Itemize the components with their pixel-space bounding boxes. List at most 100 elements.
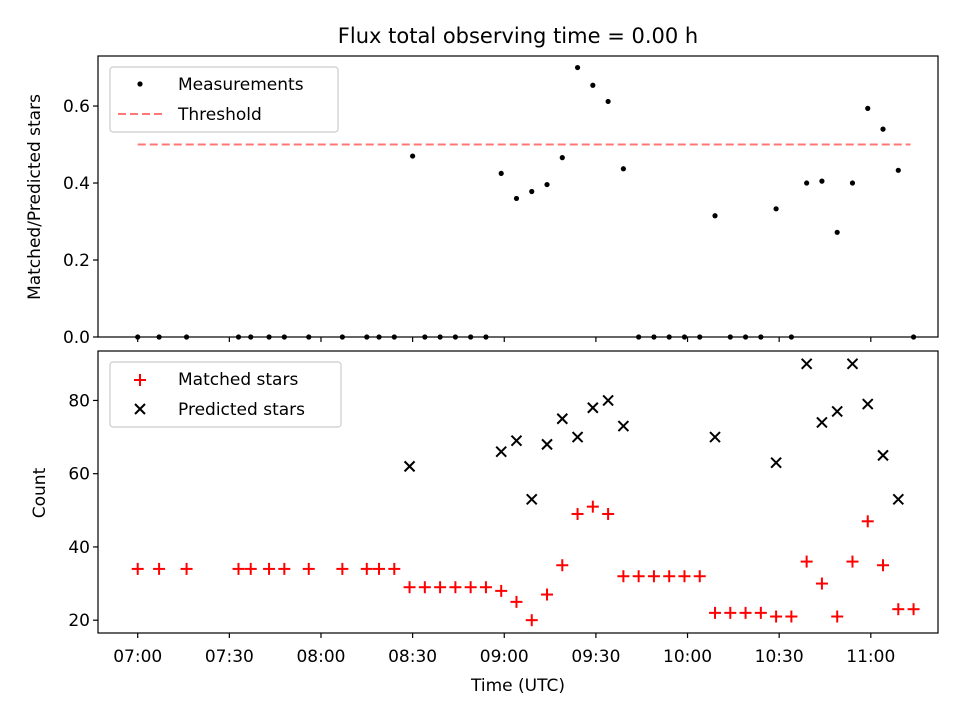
matched-star-point	[754, 606, 767, 619]
legend-threshold-label: Threshold	[177, 105, 262, 125]
predicted-star-point	[800, 358, 813, 370]
x-tick-label: 07:00	[113, 647, 162, 667]
predicted-star-point	[556, 413, 568, 425]
top-y-axis: 0.0 0.2 0.4 0.6	[63, 97, 98, 348]
x-tick-label: 08:00	[296, 647, 345, 667]
matched-star-point	[663, 570, 676, 583]
matched-star-point	[800, 555, 813, 568]
measurement-point	[513, 195, 520, 202]
matched-star-point	[263, 562, 276, 575]
y-tick-label: 40	[68, 538, 90, 558]
y-tick-label: 20	[68, 611, 90, 631]
predicted-star-point	[831, 405, 843, 418]
x-tick-label: 10:30	[755, 647, 804, 667]
top-x-ticks	[137, 337, 872, 342]
predicted-star-point	[510, 435, 523, 447]
matched-star-point	[360, 562, 373, 575]
matched-star-point	[647, 570, 660, 583]
measurement-point	[605, 98, 611, 105]
measurement-point	[559, 155, 565, 161]
matched-star-point	[831, 610, 844, 623]
predicted-star-point	[892, 493, 904, 506]
measurement-point	[498, 170, 504, 177]
predicted-stars-series	[403, 358, 904, 506]
legend-measurements-label: Measurements	[178, 75, 304, 95]
predicted-star-point	[617, 420, 630, 432]
legend-matched-label: Matched stars	[178, 370, 298, 390]
predicted-star-point	[571, 431, 584, 443]
predicted-star-point	[846, 358, 859, 370]
top-plot-frame	[97, 55, 939, 338]
matched-star-point	[724, 606, 737, 619]
matched-star-point	[602, 507, 615, 520]
matched-star-point	[770, 610, 783, 623]
legend-matched-marker	[134, 374, 146, 386]
matched-star-point	[418, 581, 431, 594]
predicted-star-point	[877, 449, 889, 462]
x-tick-label: 08:30	[388, 647, 437, 667]
measurement-point	[590, 82, 596, 88]
measurement-point	[819, 178, 825, 184]
y-tick-label: 0.6	[63, 97, 90, 117]
legend-predicted-label: Predicted stars	[178, 400, 305, 420]
matched-star-point	[232, 562, 245, 575]
predicted-star-point	[541, 438, 553, 451]
measurement-point	[834, 229, 840, 235]
predicted-star-point	[862, 398, 874, 410]
matched-star-point	[693, 570, 706, 583]
predicted-star-point	[587, 402, 599, 414]
matched-star-point	[373, 562, 386, 575]
measurement-point	[849, 180, 856, 186]
bottom-legend: Matched stars Predicted stars	[109, 361, 342, 428]
measurement-point	[880, 126, 886, 132]
x-axis-label: Time (UTC)	[470, 676, 565, 696]
matched-star-point	[403, 581, 416, 594]
matched-star-point	[302, 562, 315, 575]
predicted-star-point	[403, 460, 416, 473]
bottom-x-ticks: 07:00 07:30 08:00 08:30 09:00 09:30 10:00 10:30…	[113, 633, 895, 667]
matched-star-point	[678, 570, 691, 583]
x-tick-label: 07:30	[205, 647, 254, 667]
measurement-point	[620, 166, 626, 172]
matched-star-point	[877, 559, 890, 572]
bottom-y-axis: 20 40 60 80	[68, 391, 98, 631]
bottom-plot-frame	[97, 350, 939, 634]
matched-star-point	[495, 584, 508, 597]
x-tick-label: 10:00	[663, 647, 712, 667]
x-tick-label: 09:30	[571, 647, 620, 667]
top-y-axis-label: Matched/Predicted stars	[25, 94, 45, 300]
matched-star-point	[434, 581, 447, 594]
predicted-star-point	[709, 431, 721, 443]
predicted-star-point	[495, 446, 507, 458]
measurement-point	[574, 64, 581, 71]
matched-star-point	[709, 606, 722, 619]
matched-star-point	[556, 559, 569, 572]
chart-title: Flux total observing time = 0.00 h	[338, 24, 698, 48]
predicted-star-point	[770, 456, 782, 469]
measurement-point	[895, 167, 901, 173]
predicted-star-point	[816, 416, 828, 429]
y-tick-label: 0.2	[63, 251, 90, 271]
matched-star-point	[449, 581, 462, 594]
matched-star-point	[131, 562, 144, 575]
top-legend: Measurements Threshold	[109, 66, 339, 133]
y-tick-label: 80	[68, 391, 90, 411]
matched-star-point	[632, 570, 645, 583]
matched-stars-series	[131, 500, 920, 627]
bottom-y-axis-label: Count	[30, 467, 50, 518]
matched-star-point	[510, 595, 523, 608]
matched-star-point	[861, 515, 874, 528]
top-panel: 0.0 0.2 0.4 0.6 Matched/Predicted stars Mea…	[25, 55, 939, 348]
matched-star-point	[153, 562, 166, 575]
measurement-point	[544, 181, 550, 188]
matched-star-point	[336, 562, 349, 575]
measurement-point	[804, 180, 810, 186]
measurement-point	[712, 213, 718, 219]
measurements-series	[135, 64, 917, 340]
measurement-point	[865, 105, 871, 111]
bottom-panel: 20 40 60 80 07:00 07:30 08:00 08:30 09:00 09:30 1…	[30, 350, 939, 667]
matched-star-point	[388, 562, 401, 575]
matched-star-point	[278, 562, 291, 575]
matched-star-point	[541, 588, 554, 601]
